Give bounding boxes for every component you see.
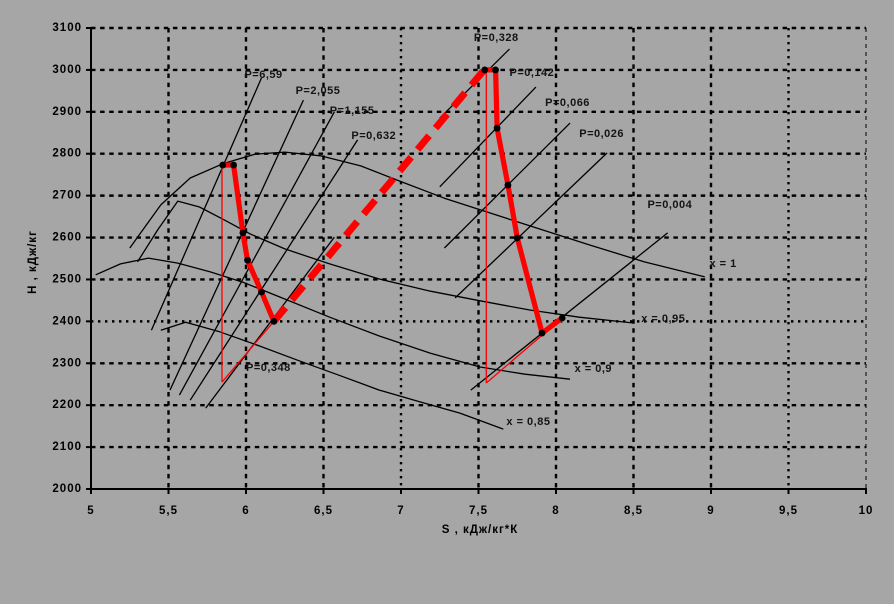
state-point-marker	[538, 329, 546, 337]
state-point-marker	[230, 161, 238, 169]
x-tick-label: 5	[87, 505, 94, 517]
y-tick-label: 2200	[52, 399, 82, 411]
pressure-label: P=0,142	[510, 67, 555, 79]
pressure-label: P=6,59	[244, 69, 282, 81]
state-point-marker	[219, 161, 227, 169]
x-tick-label: 7	[397, 505, 404, 517]
state-point-marker	[513, 234, 521, 242]
isobar-line	[205, 236, 335, 409]
isentropic-thin-line	[221, 320, 275, 383]
x-tick-label: 8	[552, 505, 559, 517]
x-tick-label: 10	[859, 505, 874, 517]
pressure-label: P=0,004	[647, 199, 692, 211]
state-point-marker	[558, 314, 566, 322]
quality-label: x = 0,85	[506, 416, 550, 428]
state-point-marker	[481, 66, 489, 74]
state-point-marker	[239, 229, 247, 237]
x-tick-label: 6,5	[314, 505, 333, 517]
y-tick-label: 2000	[52, 483, 82, 495]
pressure-label: P=0,066	[545, 97, 590, 109]
state-point-marker	[270, 317, 278, 325]
y-tick-label: 2700	[52, 190, 82, 202]
quality-curve	[160, 321, 504, 430]
y-tick-label: 3100	[52, 22, 82, 34]
pressure-label: P=0,328	[474, 32, 519, 44]
state-point-marker	[504, 181, 512, 189]
quality-curve	[95, 257, 571, 380]
x-tick-label: 8,5	[624, 505, 643, 517]
x-axis-title: S , кДж/кг*К	[442, 524, 519, 536]
pressure-label: P=2,055	[296, 85, 341, 97]
x-tick-label: 6	[242, 505, 249, 517]
isobar-line	[189, 139, 359, 401]
y-tick-label: 3000	[52, 64, 82, 76]
isobar-line	[150, 77, 263, 331]
state-point-marker	[258, 288, 265, 296]
y-tick-label: 2100	[52, 441, 82, 453]
pressure-label: P=1,155	[330, 105, 375, 117]
state-point-marker	[493, 124, 501, 132]
quality-label: x = 0,95	[641, 313, 685, 325]
x-tick-label: 9	[707, 505, 714, 517]
state-point-marker	[244, 256, 251, 264]
x-tick-label: 9,5	[779, 505, 798, 517]
y-tick-label: 2600	[52, 232, 82, 244]
state-point-marker	[492, 66, 499, 74]
y-axis-title: Н , кДж/кг	[27, 230, 39, 294]
pressure-label: P=0,348	[246, 362, 291, 374]
quality-label: x = 1	[709, 258, 736, 270]
isobar-line	[178, 111, 335, 396]
pressure-label: P=0,632	[351, 130, 396, 142]
isobar-line	[169, 99, 304, 391]
quality-label: x = 0,9	[575, 363, 612, 375]
y-tick-label: 2900	[52, 106, 82, 118]
x-tick-label: 5,5	[159, 505, 178, 517]
quality-curve	[129, 151, 705, 278]
quality-curve	[136, 200, 634, 324]
x-tick-label: 7,5	[469, 505, 488, 517]
y-tick-label: 2400	[52, 315, 82, 327]
isobar-line	[439, 86, 537, 188]
y-tick-label: 2800	[52, 148, 82, 160]
y-tick-label: 2500	[52, 273, 82, 285]
y-tick-label: 2300	[52, 357, 82, 369]
pressure-label: P=0,026	[579, 128, 624, 140]
isobar-line	[454, 152, 608, 299]
